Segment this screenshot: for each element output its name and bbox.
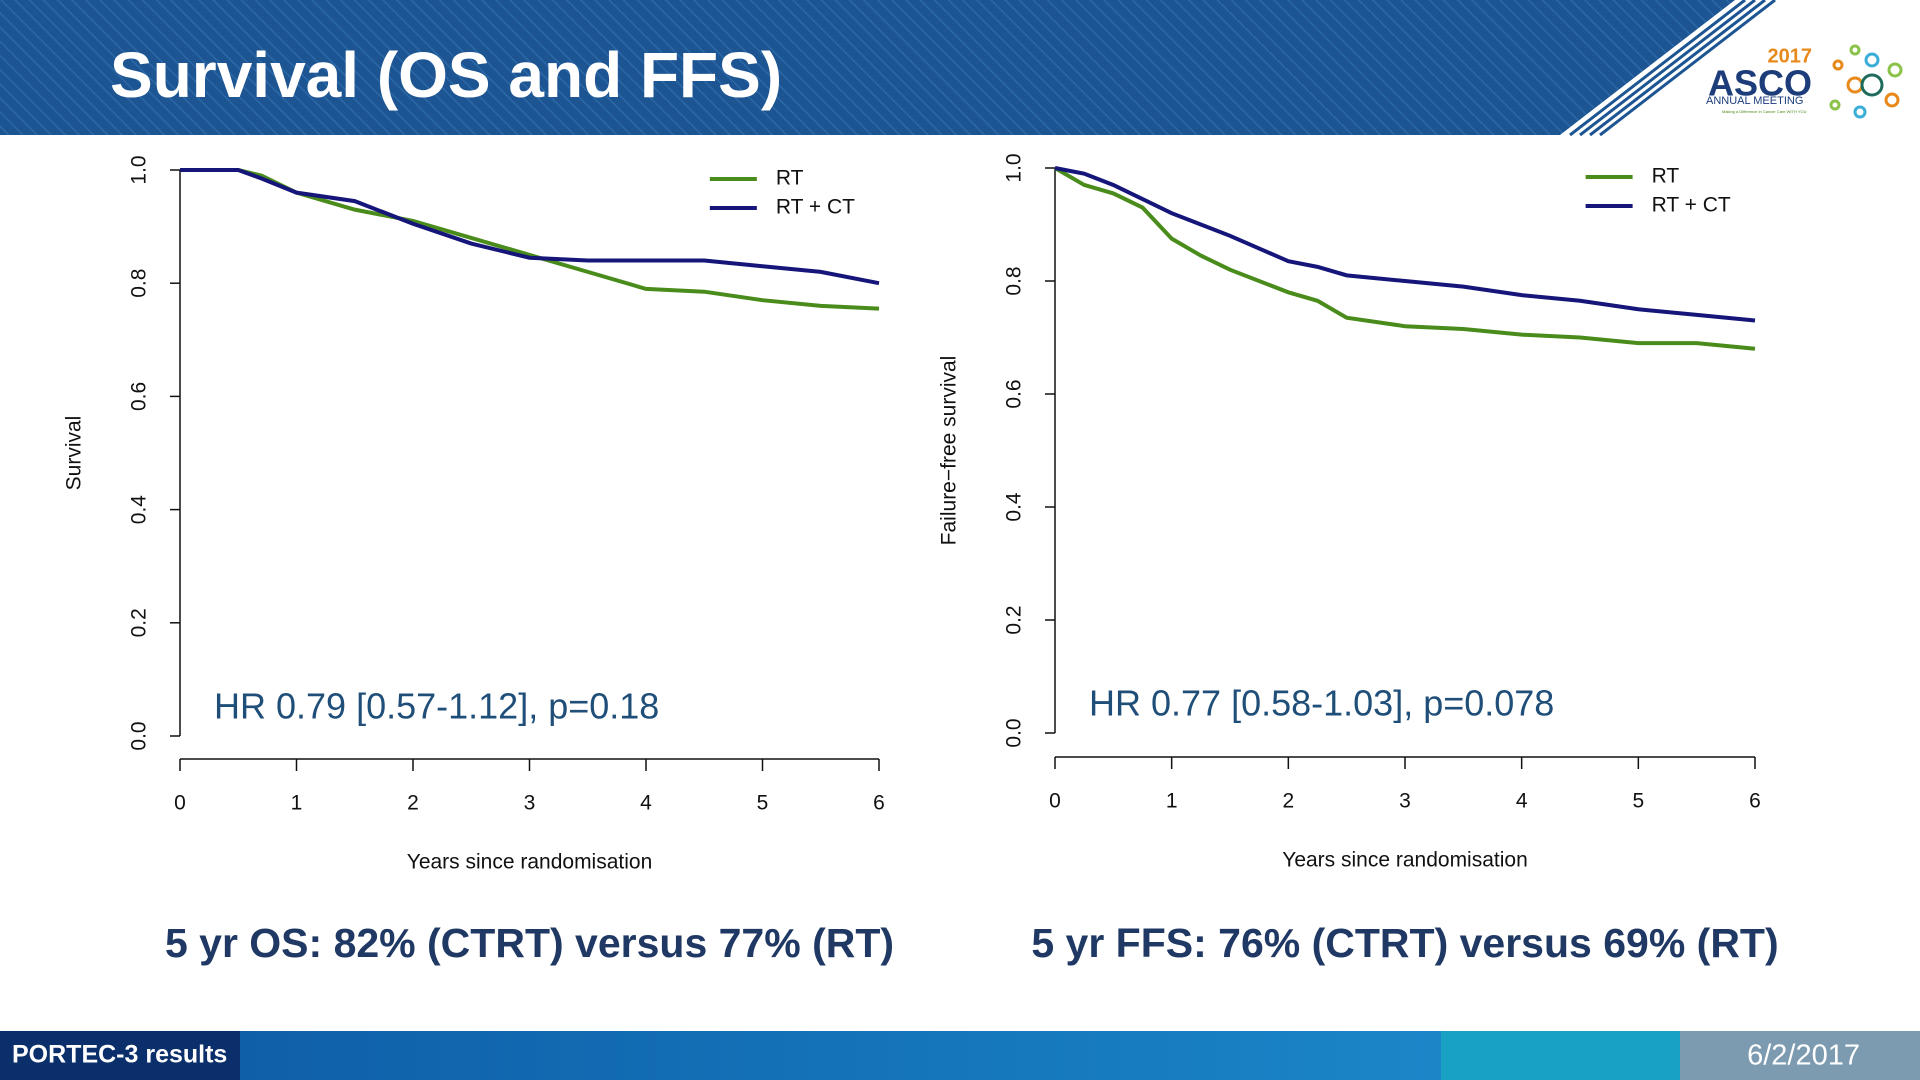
x-tick-label: 4 bbox=[640, 792, 652, 815]
logo-dots bbox=[1829, 44, 1903, 119]
y-tick-label: 0.0 bbox=[128, 721, 151, 750]
annotation: HR 0.77 [0.58-1.03], p=0.078 bbox=[1089, 683, 1554, 724]
x-tick-label: 2 bbox=[1282, 790, 1294, 813]
y-tick-label: 0.6 bbox=[1003, 379, 1026, 408]
curve bbox=[180, 168, 880, 311]
x-tick-label: 0 bbox=[174, 792, 186, 815]
x-tick-label: 4 bbox=[1516, 790, 1528, 813]
y-axis-label: Failure−free survival bbox=[938, 356, 961, 546]
y-axis-label: Survival bbox=[63, 416, 86, 491]
y-tick-label: 1.0 bbox=[128, 155, 151, 184]
footer-teal bbox=[1441, 1031, 1680, 1080]
x-tick-label: 3 bbox=[1399, 790, 1411, 813]
annotation: HR 0.79 [0.57-1.12], p=0.18 bbox=[214, 686, 659, 727]
caption: 5 yr FFS: 76% (CTRT) versus 69% (RT) bbox=[1031, 920, 1778, 966]
curve bbox=[1054, 166, 1756, 323]
x-tick-label: 5 bbox=[757, 792, 769, 815]
y-tick-label: 0.0 bbox=[1003, 718, 1026, 747]
x-tick-label: 5 bbox=[1632, 790, 1644, 813]
y-tick-label: 0.8 bbox=[128, 269, 151, 298]
logo-year: 2017 bbox=[1768, 45, 1813, 67]
y-tick-label: 0.6 bbox=[128, 382, 151, 411]
y-tick-label: 0.2 bbox=[128, 608, 151, 637]
logo-name: ASCO bbox=[1708, 63, 1812, 104]
legend-label: RT bbox=[776, 167, 804, 190]
y-tick-label: 0.2 bbox=[1003, 605, 1026, 634]
footer-left bbox=[0, 1031, 240, 1080]
x-tick-label: 1 bbox=[291, 792, 303, 815]
legend-label: RT + CT bbox=[776, 196, 855, 219]
y-tick-label: 1.0 bbox=[1003, 153, 1026, 182]
x-axis-label: Years since randomisation bbox=[407, 851, 653, 874]
logo-tagline: Making a Difference in Cancer Care WITH … bbox=[1722, 109, 1807, 114]
footer-right bbox=[1680, 1031, 1920, 1080]
x-tick-label: 2 bbox=[407, 792, 419, 815]
x-tick-label: 6 bbox=[873, 792, 885, 815]
header-stripes bbox=[1569, 0, 1776, 137]
footer-mid bbox=[240, 1031, 1441, 1080]
footer-date: 6/2/2017 bbox=[1747, 1040, 1860, 1072]
x-tick-label: 0 bbox=[1049, 790, 1061, 813]
x-tick-label: 1 bbox=[1166, 790, 1178, 813]
y-tick-label: 0.8 bbox=[1003, 266, 1026, 295]
logo: 2017 ASCO ANNUAL MEETING Making a Differ… bbox=[1706, 44, 1903, 119]
x-tick-label: 6 bbox=[1749, 790, 1761, 813]
logo-subtitle: ANNUAL MEETING bbox=[1706, 95, 1803, 107]
footer-text: PORTEC-3 results bbox=[12, 1041, 227, 1069]
legend-label: RT + CT bbox=[1652, 194, 1731, 217]
caption: 5 yr OS: 82% (CTRT) versus 77% (RT) bbox=[165, 920, 894, 966]
curve bbox=[180, 168, 880, 286]
header-band bbox=[0, 0, 1735, 135]
y-tick-label: 0.4 bbox=[128, 495, 151, 525]
y-tick-label: 0.4 bbox=[1003, 492, 1026, 522]
legend-label: RT bbox=[1652, 165, 1680, 188]
curve bbox=[1053, 166, 1756, 351]
slide-title: Survival (OS and FFS) bbox=[110, 39, 782, 111]
x-tick-label: 3 bbox=[524, 792, 536, 815]
x-axis-label: Years since randomisation bbox=[1282, 849, 1528, 872]
